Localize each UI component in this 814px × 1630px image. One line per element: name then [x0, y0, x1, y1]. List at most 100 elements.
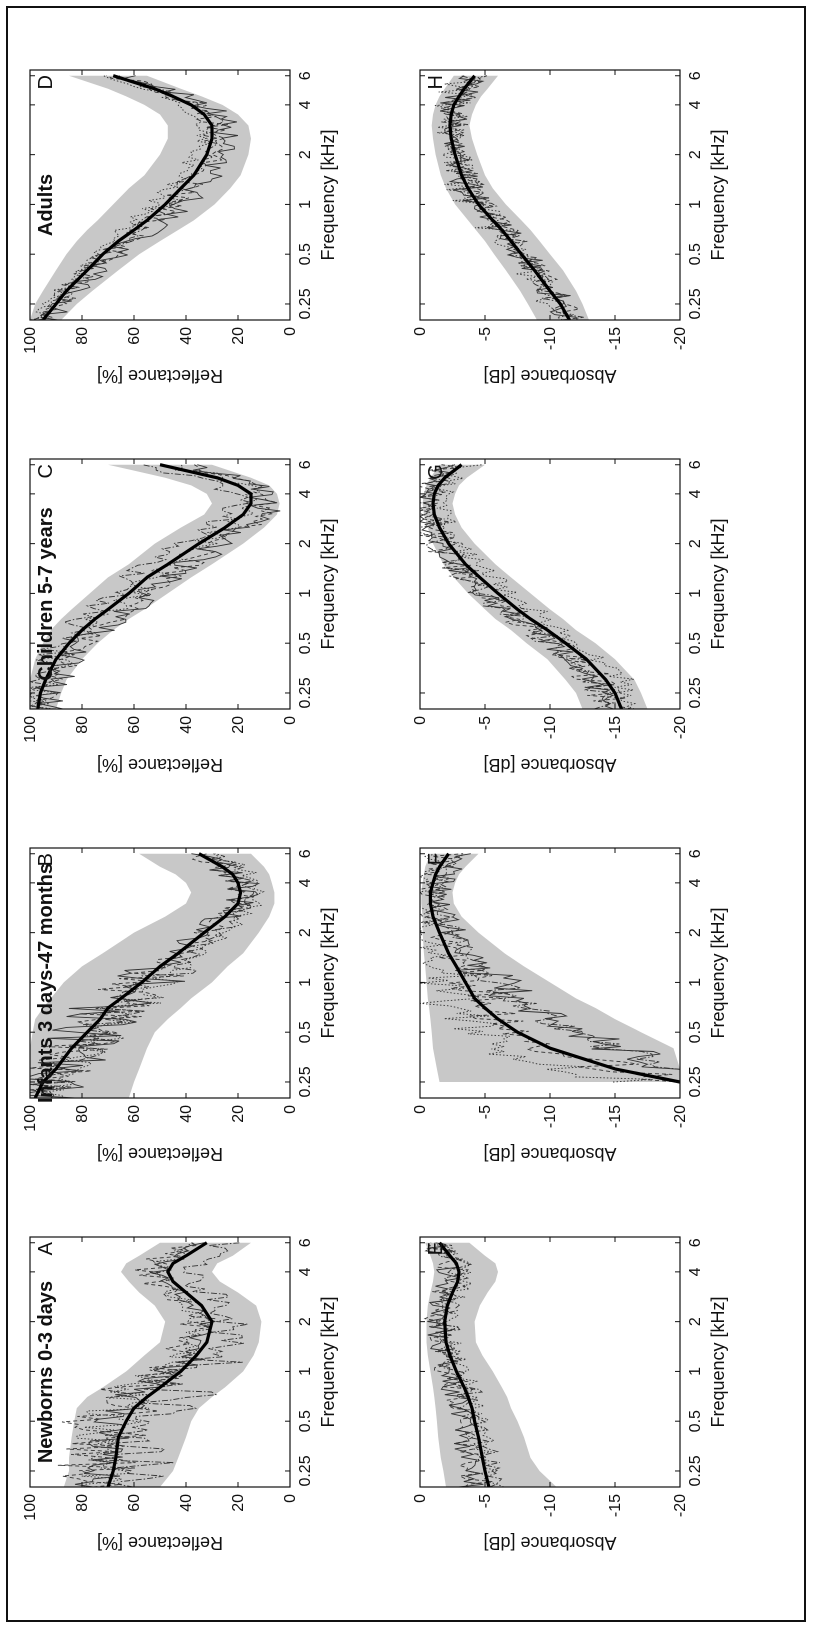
variability-band [425, 1242, 557, 1487]
y-tick-label: -10 [542, 716, 559, 739]
y-tick-label: -5 [477, 1494, 494, 1508]
y-tick-label: 80 [74, 1105, 91, 1123]
y-tick-label: 20 [230, 1494, 247, 1512]
y-tick-label: -15 [607, 1494, 624, 1517]
x-tick-label: 6 [297, 849, 314, 858]
individual-trace [40, 75, 238, 320]
x-tick-label: 4 [687, 489, 704, 498]
individual-trace [30, 853, 255, 1098]
x-tick-label: 1 [687, 978, 704, 987]
x-tick-label: 6 [687, 849, 704, 858]
axes-box [29, 1236, 291, 1488]
individual-trace [31, 464, 278, 709]
x-tick-label: 0.25 [297, 288, 314, 319]
x-tick-label: 0.5 [687, 1410, 704, 1432]
y-tick-label: 0 [412, 1494, 429, 1503]
y-tick-label: 100 [22, 1494, 39, 1521]
y-tick-label: 0 [412, 327, 429, 336]
axes-box [29, 69, 291, 321]
mean-line [106, 1241, 214, 1487]
individual-trace [30, 75, 211, 320]
y-tick-label: -15 [607, 716, 624, 739]
y-tick-label: -10 [542, 327, 559, 350]
y-tick-label: 0 [282, 716, 299, 725]
x-tick-label: 0.5 [297, 632, 314, 654]
panel-letter: B [35, 853, 57, 866]
x-tick-label: 1 [687, 1367, 704, 1376]
axes-box [29, 458, 291, 710]
y-axis-label: Reflectance [%] [97, 1144, 223, 1164]
x-tick-label: 0.5 [297, 243, 314, 265]
x-tick-label: 6 [297, 1238, 314, 1247]
y-tick-label: 60 [126, 1494, 143, 1512]
chart-panel-h: 0.25 0.5 1 2 4 6 -20 -15 -10 -5 0 Frequency [kHz] Ab… [412, 69, 728, 386]
y-tick-label: 40 [178, 1105, 195, 1123]
y-tick-label: 0 [282, 1105, 299, 1114]
x-tick-label: 0.25 [687, 1455, 704, 1486]
variability-band [30, 75, 251, 320]
y-tick-label: -10 [542, 1105, 559, 1128]
y-tick-label: 0 [412, 716, 429, 725]
y-tick-label: 20 [230, 327, 247, 345]
x-tick-label: 1 [297, 1367, 314, 1376]
group-title: Children 5-7 years [35, 507, 57, 680]
x-axis-label: Frequency [kHz] [318, 129, 338, 260]
x-tick-label: 6 [297, 460, 314, 469]
x-tick-label: 0.5 [687, 1021, 704, 1043]
x-tick-label: 0.5 [687, 243, 704, 265]
group-title: Newborns 0-3 days [35, 1281, 57, 1463]
panel-letter: C [35, 464, 57, 478]
individual-trace [38, 853, 265, 1098]
individual-trace [425, 853, 680, 1082]
y-tick-label: 60 [126, 716, 143, 734]
mean-line [33, 852, 243, 1098]
x-axis-label: Frequency [kHz] [708, 518, 728, 649]
individual-trace [420, 853, 653, 1083]
x-tick-label: 6 [687, 1238, 704, 1247]
x-tick-label: 1 [687, 589, 704, 598]
individual-trace [30, 464, 252, 709]
panel-letter: D [35, 75, 57, 89]
y-tick-label: 0 [282, 327, 299, 336]
y-tick-label: 80 [74, 327, 91, 345]
individual-trace [432, 464, 637, 709]
y-tick-label: -20 [672, 1494, 689, 1517]
panel-letter: A [35, 1241, 57, 1255]
x-tick-label: 0.25 [687, 677, 704, 708]
x-axis-label: Frequency [kHz] [708, 1296, 728, 1427]
y-tick-label: -5 [477, 1105, 494, 1119]
group-title: Adults [35, 174, 57, 236]
panel-letter: H [425, 75, 447, 89]
y-axis-label: Absorbance [dB] [483, 1533, 616, 1553]
x-tick-label: 2 [297, 150, 314, 159]
panel-letter: E [425, 1242, 447, 1255]
variability-band [422, 464, 648, 709]
figure-frame [6, 6, 806, 1622]
x-tick-label: 2 [297, 539, 314, 548]
y-tick-label: 80 [74, 1494, 91, 1512]
x-tick-label: 2 [297, 928, 314, 937]
mean-line [41, 74, 214, 320]
individual-trace [445, 75, 581, 320]
y-axis-label: Reflectance [%] [97, 755, 223, 775]
variability-band [63, 1242, 262, 1487]
x-tick-label: 1 [297, 200, 314, 209]
x-tick-label: 0.5 [297, 1021, 314, 1043]
x-tick-label: 4 [687, 100, 704, 109]
y-tick-label: 40 [178, 716, 195, 734]
y-tick-label: 100 [22, 1105, 39, 1132]
x-tick-label: 4 [297, 489, 314, 498]
y-tick-label: 40 [178, 1494, 195, 1512]
y-tick-label: 40 [178, 327, 195, 345]
x-tick-label: 6 [687, 460, 704, 469]
y-tick-label: -5 [477, 327, 494, 341]
x-tick-label: 1 [297, 589, 314, 598]
x-tick-label: 4 [687, 878, 704, 887]
individual-trace [423, 1242, 493, 1487]
individual-trace [429, 1242, 503, 1487]
individual-trace [440, 75, 584, 320]
